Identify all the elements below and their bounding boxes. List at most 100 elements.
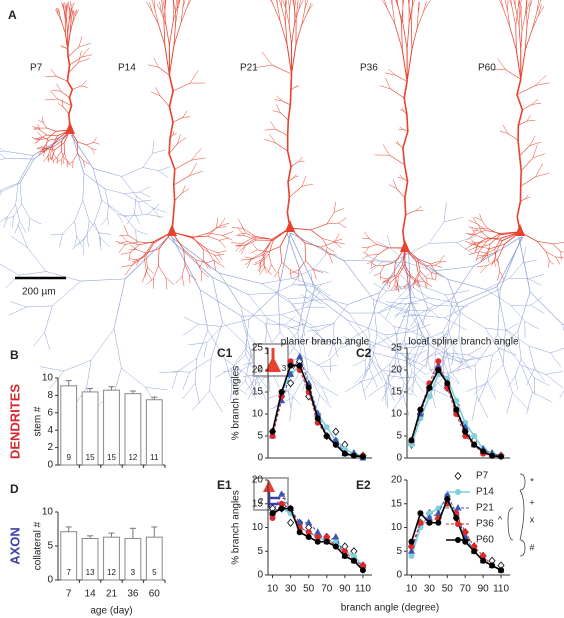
neurite: [181, 264, 186, 277]
neurite: [86, 144, 93, 149]
neurite: [325, 298, 348, 305]
neurite: [265, 318, 268, 343]
neurite: [189, 70, 199, 84]
neurite: [531, 15, 539, 30]
neurite: [384, 0, 388, 9]
neurite: [104, 188, 109, 206]
neurite: [259, 262, 262, 273]
neurite: [57, 150, 62, 158]
sample-size: 15: [107, 453, 116, 462]
neurite: [245, 319, 250, 349]
neurite: [373, 282, 388, 292]
neurite: [233, 354, 246, 367]
neurite: [69, 6, 72, 15]
neurite: [479, 251, 488, 254]
neurite: [456, 235, 476, 243]
point: [480, 557, 487, 564]
neurite: [520, 198, 526, 202]
neurite: [118, 244, 126, 253]
neurite: [231, 227, 244, 229]
neurite: [67, 64, 71, 74]
neurite: [72, 85, 82, 90]
neurite: [267, 246, 281, 253]
y-tick-label: 20: [252, 365, 264, 376]
neurite: [165, 25, 170, 46]
neurite: [287, 104, 292, 121]
neurite: [44, 305, 53, 333]
neurite: [277, 4, 281, 22]
point: [269, 428, 276, 435]
neurite: [240, 305, 248, 334]
neurite: [91, 148, 95, 154]
point: [434, 361, 442, 369]
neurite: [32, 126, 39, 129]
neurite: [66, 2, 68, 12]
neurite: [467, 354, 493, 361]
neurite: [63, 3, 65, 12]
neurite: [19, 182, 23, 205]
neurite: [268, 240, 274, 255]
neurite: [216, 226, 227, 228]
y-tick-label: 10: [391, 409, 403, 420]
neurite: [92, 168, 103, 201]
neurite: [399, 383, 405, 400]
neurite: [28, 218, 31, 232]
x-tick-label: 110: [493, 584, 509, 595]
neurite: [338, 222, 347, 229]
neurite: [529, 291, 563, 325]
neurite: [343, 336, 356, 343]
neurite: [313, 268, 329, 273]
neurite: [301, 12, 308, 26]
neurite: [485, 278, 510, 290]
neurite: [509, 0, 512, 6]
neurite: [43, 140, 50, 147]
neurite: [404, 180, 409, 199]
x-axis-label: age (day): [90, 606, 132, 617]
neurite: [479, 213, 483, 221]
neurite: [287, 165, 292, 183]
neurite: [74, 221, 77, 237]
neurite: [171, 236, 201, 291]
neurite: [552, 243, 561, 253]
x-tick-label: 70: [321, 584, 333, 595]
neurite: [309, 298, 327, 301]
neurite: [217, 250, 227, 253]
neurite: [390, 275, 399, 283]
neurite: [517, 139, 521, 157]
neurite: [417, 305, 435, 316]
legend-marker: [454, 504, 462, 511]
neurite: [108, 205, 119, 215]
neurite: [333, 241, 342, 249]
neurite: [301, 318, 306, 337]
point: [323, 534, 330, 540]
neurite: [68, 88, 74, 99]
neurite: [393, 348, 411, 361]
neurite: [393, 179, 398, 189]
neurite: [467, 234, 475, 240]
neurite: [287, 181, 291, 198]
neurite: [403, 97, 408, 116]
soma: [515, 224, 525, 236]
neurite: [517, 291, 531, 332]
x-tick-label: 110: [355, 584, 371, 595]
neurite: [244, 256, 254, 259]
neurite: [476, 228, 488, 230]
neurite: [274, 292, 293, 305]
neurite: [395, 142, 400, 145]
neurite: [34, 138, 40, 145]
neurite: [395, 0, 397, 3]
neurite: [152, 149, 166, 154]
neurite: [0, 153, 6, 159]
neurite: [369, 238, 378, 245]
neurite: [485, 229, 501, 234]
neurite: [532, 144, 538, 159]
neurite: [35, 139, 41, 144]
neurite: [435, 329, 449, 353]
neurite: [164, 9, 167, 26]
chart-title: planer branch angle: [281, 337, 370, 348]
neurite: [518, 154, 523, 172]
neurite: [264, 266, 272, 276]
neurite: [0, 191, 2, 196]
neurite: [395, 285, 411, 288]
neurite: [427, 307, 441, 319]
